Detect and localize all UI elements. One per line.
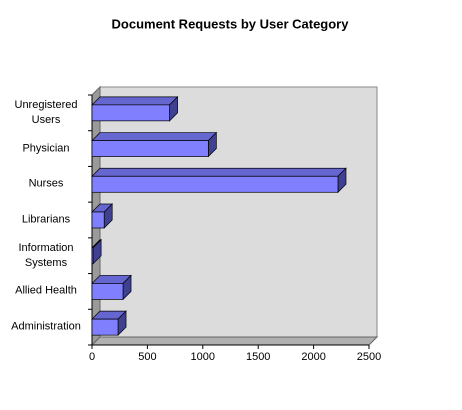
x-tick-label: 1500 — [246, 351, 270, 363]
y-tick-label: Librarians — [21, 213, 71, 226]
y-tick-label: Unregistered Users — [14, 98, 78, 126]
back-wall — [99, 86, 378, 338]
bar — [91, 104, 170, 122]
x-tick-label: 2000 — [301, 351, 325, 363]
bar — [91, 247, 94, 265]
bar-top — [91, 132, 218, 141]
bar — [91, 140, 209, 157]
bar — [91, 211, 105, 229]
x-tick-label: 2500 — [357, 351, 381, 363]
y-tick-label: Allied Health — [15, 284, 77, 297]
bar-top — [91, 167, 347, 177]
x-tick-label: 0 — [89, 351, 95, 363]
bar-top — [91, 96, 179, 106]
bar — [91, 283, 124, 300]
bar — [91, 175, 339, 193]
x-tick-label: 500 — [138, 351, 156, 363]
y-tick-label: Administration — [11, 320, 81, 333]
bar — [91, 318, 119, 336]
y-tick-label: Physician — [22, 142, 70, 155]
y-tick-label: Information Systems — [18, 241, 74, 269]
y-tick-label: Nurses — [28, 177, 64, 190]
chart-title: Document Requests by User Category — [112, 16, 350, 31]
floor — [90, 336, 379, 346]
x-tick-label: 1000 — [191, 351, 215, 363]
